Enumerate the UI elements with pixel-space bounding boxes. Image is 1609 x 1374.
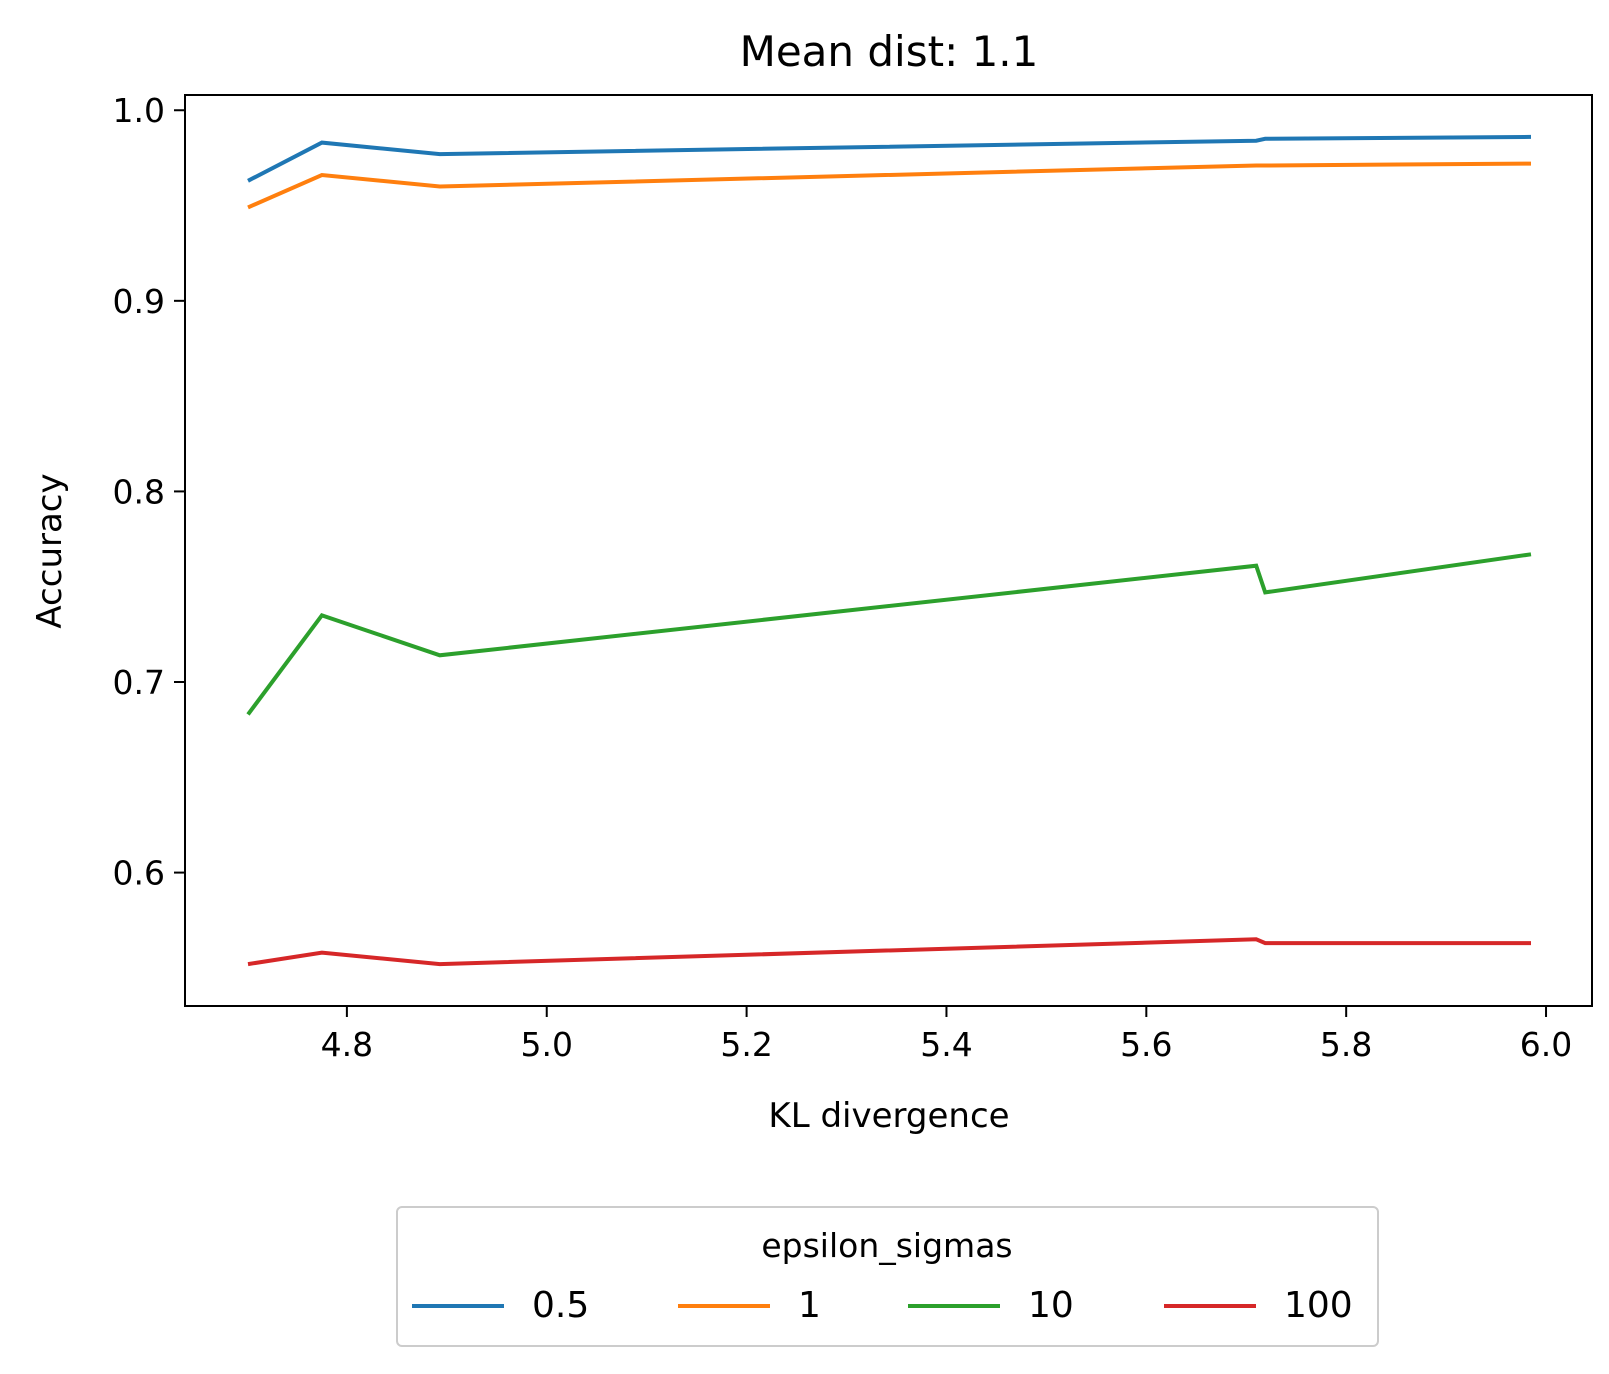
y-axis-label: Accuracy bbox=[30, 473, 70, 628]
chart-title: Mean dist: 1.1 bbox=[740, 27, 1039, 76]
legend-box bbox=[396, 1206, 1379, 1347]
legend: epsilon_sigmas 0.5 1 10 100 bbox=[396, 1206, 1379, 1347]
x-tick-label: 6.0 bbox=[1520, 1025, 1572, 1064]
series-line-0.5 bbox=[247, 134, 1532, 183]
series-line-100 bbox=[247, 937, 1531, 967]
y-tick-label: 0.7 bbox=[113, 663, 165, 702]
x-tick-label: 5.8 bbox=[1320, 1025, 1372, 1064]
x-tick-label: 5.4 bbox=[920, 1025, 972, 1064]
x-tick-label: 5.2 bbox=[720, 1025, 772, 1064]
legend-title: epsilon_sigmas bbox=[761, 1226, 1012, 1265]
series-line-1 bbox=[247, 161, 1532, 210]
x-tick-label: 5.6 bbox=[1120, 1025, 1172, 1064]
y-tick-label: 0.8 bbox=[113, 472, 165, 511]
legend-label-10: 10 bbox=[1028, 1285, 1074, 1326]
y-axis-ticks: 0.6 0.7 0.8 0.9 1.0 bbox=[113, 91, 185, 893]
x-tick-label: 4.8 bbox=[321, 1025, 373, 1064]
x-axis-label: KL divergence bbox=[768, 1096, 1009, 1136]
x-tick-label: 5.0 bbox=[521, 1025, 573, 1064]
legend-entries: 0.5 1 10 100 bbox=[412, 1285, 1353, 1326]
y-tick-label: 0.9 bbox=[113, 282, 165, 321]
y-tick-label: 0.6 bbox=[113, 854, 165, 893]
axes-frame bbox=[184, 94, 1593, 1007]
legend-label-100: 100 bbox=[1284, 1285, 1353, 1326]
y-tick-label: 1.0 bbox=[113, 91, 165, 130]
x-axis-ticks: 4.8 5.0 5.2 5.4 5.6 5.8 6.0 bbox=[321, 1006, 1572, 1064]
series-layer bbox=[246, 134, 1532, 967]
legend-label-1: 1 bbox=[798, 1285, 821, 1326]
legend-label-0.5: 0.5 bbox=[532, 1285, 589, 1326]
series-line-10 bbox=[246, 552, 1532, 716]
